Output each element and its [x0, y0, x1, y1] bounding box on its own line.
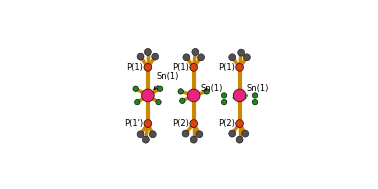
Circle shape [182, 130, 189, 137]
Circle shape [135, 99, 140, 105]
Circle shape [192, 48, 199, 55]
Circle shape [144, 48, 151, 55]
Text: Sn(1): Sn(1) [154, 72, 179, 90]
Circle shape [190, 64, 198, 71]
Text: Sn(1): Sn(1) [201, 84, 223, 93]
Circle shape [233, 89, 246, 102]
Text: Sn(1): Sn(1) [247, 84, 269, 93]
Text: P(2): P(2) [172, 119, 189, 128]
Circle shape [156, 99, 161, 105]
Circle shape [229, 54, 236, 61]
Circle shape [137, 53, 144, 60]
Circle shape [141, 89, 154, 102]
Circle shape [149, 131, 156, 138]
Circle shape [180, 98, 185, 104]
Circle shape [253, 93, 258, 98]
Circle shape [243, 54, 250, 61]
Text: P(1): P(1) [218, 63, 235, 72]
Circle shape [178, 89, 183, 94]
Circle shape [196, 131, 203, 138]
Circle shape [152, 53, 159, 60]
Circle shape [236, 64, 243, 71]
Circle shape [204, 89, 209, 94]
Text: P(1'): P(1') [124, 119, 143, 128]
Circle shape [137, 131, 144, 138]
Circle shape [236, 136, 243, 143]
Circle shape [222, 93, 227, 98]
Circle shape [242, 130, 249, 137]
Circle shape [222, 99, 227, 105]
Circle shape [143, 136, 149, 143]
Text: P(2): P(2) [218, 119, 235, 128]
Circle shape [183, 54, 190, 61]
Circle shape [187, 89, 200, 102]
Circle shape [198, 54, 204, 61]
Text: P(1): P(1) [126, 63, 143, 72]
Circle shape [229, 130, 236, 137]
Circle shape [144, 64, 152, 71]
Circle shape [133, 86, 138, 91]
Circle shape [236, 120, 243, 127]
Circle shape [190, 136, 197, 143]
Circle shape [157, 86, 163, 91]
Circle shape [190, 120, 198, 127]
Circle shape [144, 120, 152, 127]
Circle shape [253, 99, 258, 105]
Circle shape [238, 49, 245, 56]
Text: P(1): P(1) [172, 63, 189, 72]
